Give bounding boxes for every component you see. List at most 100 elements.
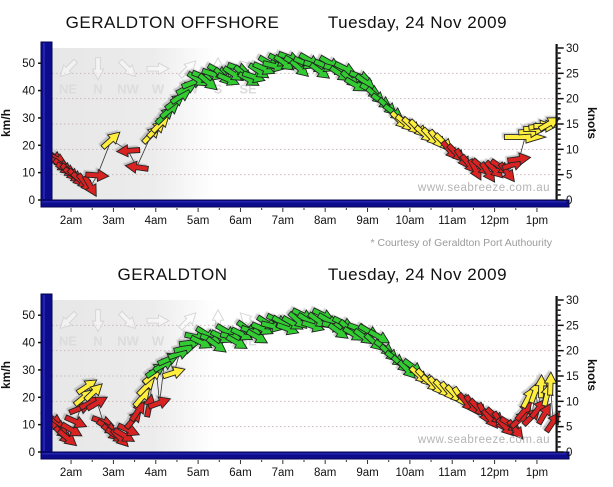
wind-arrow: [507, 151, 531, 166]
x-axis-tick-label: 5am: [187, 467, 209, 479]
x-axis-tick-label: 7am: [272, 467, 294, 479]
x-axis-tick-label: 9am: [356, 467, 378, 479]
wind-arrow: [262, 57, 287, 74]
y-axis-label-knots: knots: [585, 106, 599, 139]
wind-arrow: [287, 57, 312, 81]
left-axis-tick-label: 30: [22, 113, 35, 125]
x-axis-tick-label: 1pm: [526, 467, 548, 479]
left-axis-tick-label: 20: [22, 392, 35, 404]
wind-arrow: [224, 332, 250, 354]
seabreeze-watermark: www.seabreeze.com.au: [417, 434, 550, 446]
wind-arrow: [326, 320, 352, 343]
compass-arrow-icon: [146, 62, 170, 76]
y-axis-label-kmh: km/h: [0, 109, 13, 138]
x-axis-tick-label: 10am: [395, 467, 424, 479]
wind-arrow: [534, 401, 556, 427]
x-axis-tick-label: 7am: [272, 215, 294, 227]
right-axis-tick-label: 0: [566, 195, 572, 207]
wind-arrows: [40, 305, 564, 451]
left-axis-tick-label: 10: [22, 168, 35, 180]
x-axis-tick-label: 3am: [102, 467, 124, 479]
compass-arrow-icon: [146, 314, 170, 328]
x-axis-tick-label: 8am: [314, 215, 336, 227]
courtesy-footnote: * Courtesy of Geraldton Port Authourity: [370, 237, 552, 249]
chart-date: Tuesday, 24 Nov 2009: [327, 265, 508, 284]
compass-label: NW: [117, 333, 139, 348]
axis-bars: [40, 41, 570, 208]
x-axis-tick-label: 4am: [145, 467, 167, 479]
right-axis-tick-label: 5: [566, 170, 572, 182]
wind-arrow: [196, 70, 221, 94]
right-axis-tick-label: 10: [566, 144, 579, 156]
right-axis-tick-label: 0: [566, 447, 572, 459]
chart-geraldton-offshore: NENNWWSWSSE051015202530010203040502am3am…: [0, 0, 613, 235]
wind-arrow: [535, 375, 548, 398]
x-axis-tick-label: 12pm: [480, 467, 509, 479]
right-axis-tick-label: 20: [566, 346, 579, 358]
right-axis-tick-label: 15: [566, 371, 579, 383]
right-axis-tick-label: 25: [566, 320, 579, 332]
compass-label: NE: [59, 81, 77, 96]
wind-chart-plot: NENNWWSWSSE051015202530010203040502am3am…: [22, 41, 579, 227]
wind-arrow: [512, 398, 536, 423]
compass-arrow-icon: [59, 310, 79, 330]
y-axis-label-knots: knots: [585, 358, 599, 391]
wind-arrow: [301, 317, 327, 336]
x-axis-tick-label: 6am: [229, 215, 251, 227]
right-axis-knots: 0 5 10 15 20 25 30: [555, 295, 579, 459]
x-axis-time: 2am 3am 4am 5am 6am 7am 8am 9am 10am 11am 12pm 1pm: [60, 208, 548, 227]
y-axis-label-kmh: km/h: [0, 361, 13, 390]
wind-arrow: [260, 318, 285, 335]
right-axis-tick-label: 5: [566, 422, 572, 434]
chart-title: GERALDTON OFFSHORE: [65, 13, 280, 32]
left-axis-tick-label: 30: [22, 365, 35, 377]
right-axis-tick-label: 25: [566, 68, 579, 80]
compass-arrow-icon: [117, 310, 137, 330]
compass-label: N: [93, 333, 102, 348]
wind-arrow: [124, 160, 148, 175]
wind-arrow: [275, 319, 301, 338]
wind-chart-plot: NENNWWSWSSE051015202530010203040502am3am…: [22, 293, 579, 479]
wind-arrow: [366, 326, 392, 348]
axis-bars: [40, 293, 570, 460]
compass-arrow-icon: [177, 60, 197, 79]
compass-arrow-icon: [91, 309, 105, 333]
compass-label: S: [214, 81, 223, 96]
wind-arrow: [74, 375, 100, 398]
left-axis-tick-label: 10: [22, 420, 35, 432]
seabreeze-watermark: www.seabreeze.com.au: [417, 182, 550, 194]
wind-arrow: [229, 324, 255, 345]
wind-arrow: [127, 398, 150, 424]
compass-label: W: [152, 333, 165, 348]
chart-title: GERALDTON: [117, 265, 228, 284]
left-axis-tick-label: 0: [29, 195, 35, 207]
left-axis-tick-label: 40: [22, 86, 35, 98]
right-axis-tick-label: 30: [566, 295, 579, 307]
x-axis-tick-label: 2am: [60, 467, 82, 479]
x-axis-tick-label: 3am: [102, 215, 124, 227]
left-axis-tick-label: 50: [22, 310, 35, 322]
x-axis-time: 2am 3am 4am 5am 6am 7am 8am 9am 10am 11am 12pm 1pm: [60, 460, 548, 479]
wind-arrow: [221, 63, 247, 86]
wind-arrow: [85, 169, 109, 183]
compass-arrow-icon: [91, 57, 105, 81]
wind-arrow: [216, 69, 242, 89]
compass-label: NE: [59, 333, 77, 348]
wind-arrow: [307, 60, 333, 83]
wind-arrow: [244, 326, 270, 348]
x-axis-tick-label: 10am: [395, 215, 424, 227]
x-axis-tick-label: 4am: [145, 215, 167, 227]
compass-label: W: [152, 81, 165, 96]
wind-arrow: [84, 392, 110, 414]
compass-arrow-icon: [117, 58, 137, 78]
wind-arrow: [116, 144, 140, 158]
wind-arrow: [80, 173, 102, 199]
x-axis-tick-label: 12pm: [480, 215, 509, 227]
wind-arrow: [161, 363, 187, 382]
left-axis-kmh: 0 10 20 30 40 50: [22, 58, 42, 207]
wind-arrow: [55, 426, 80, 450]
chart-date: Tuesday, 24 Nov 2009: [327, 13, 508, 32]
x-axis-tick-label: 6am: [229, 467, 251, 479]
x-axis-tick-label: 5am: [187, 215, 209, 227]
chart-geraldton: NENNWWSWSSE051015202530010203040502am3am…: [0, 252, 613, 487]
